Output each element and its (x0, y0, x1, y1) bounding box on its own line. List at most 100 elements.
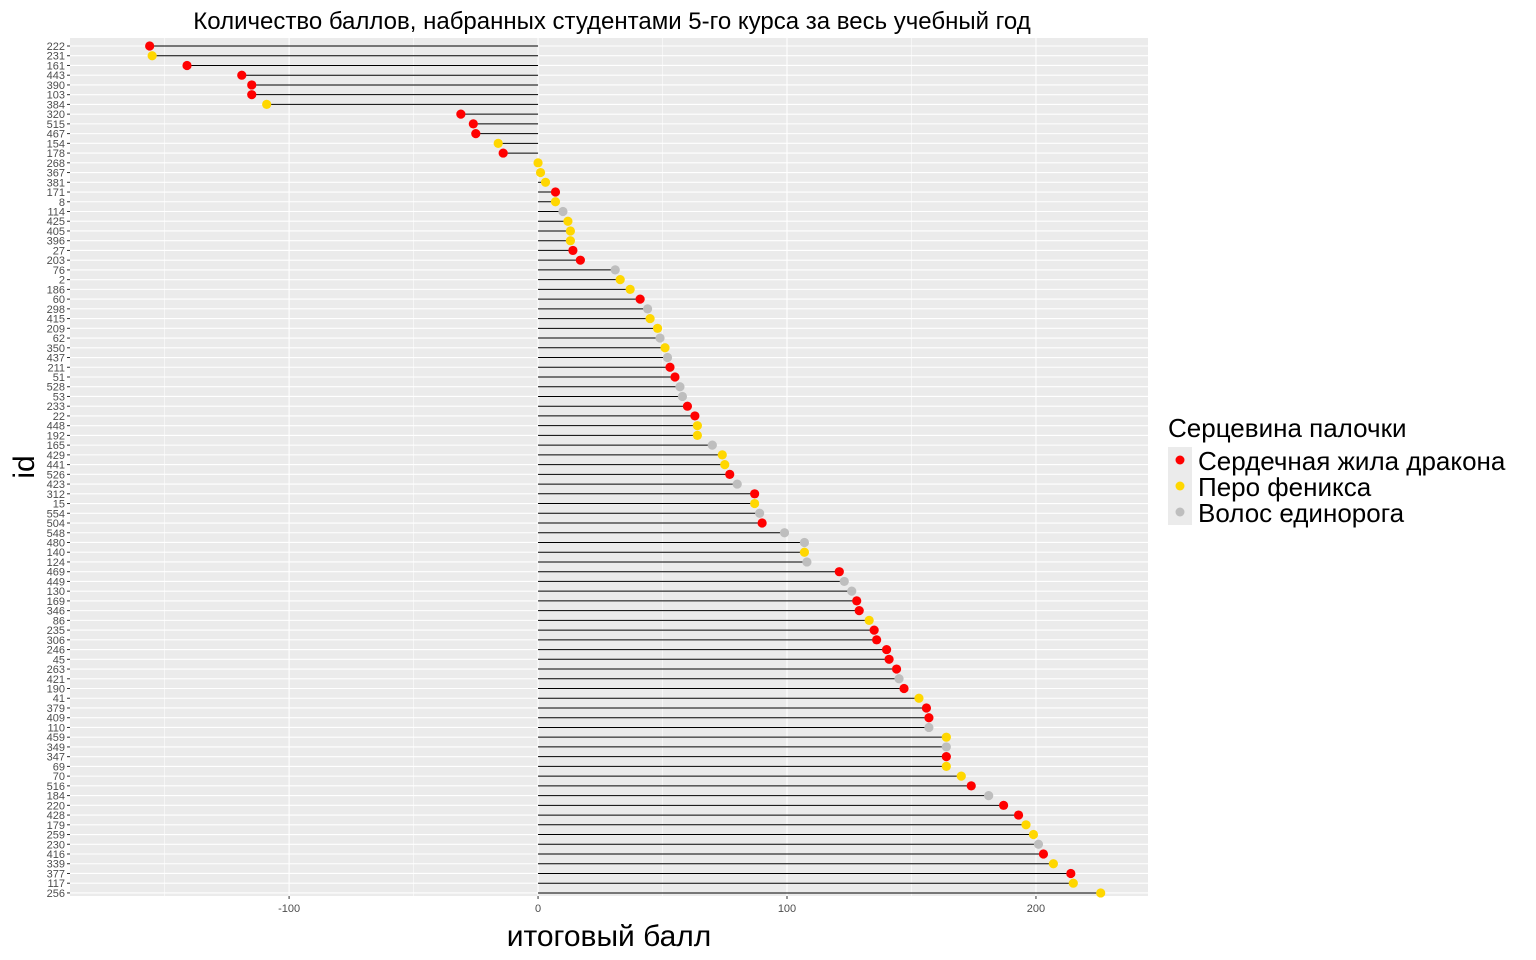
data-point-268 (533, 158, 543, 168)
y-tick-label-203: 203 (47, 255, 65, 267)
data-point-165 (707, 440, 717, 450)
data-point-179 (1021, 820, 1031, 830)
data-point-467 (471, 129, 481, 139)
data-point-69 (941, 761, 951, 771)
x-tick-label: 100 (778, 903, 796, 915)
data-point-27 (568, 245, 578, 256)
data-point-76 (610, 265, 620, 275)
y-tick-label-179: 179 (47, 820, 65, 832)
y-tick-label-381: 381 (47, 177, 65, 189)
y-tick-label-504: 504 (47, 518, 65, 530)
y-tick-label-548: 548 (47, 528, 65, 540)
data-point-554 (755, 508, 765, 518)
y-tick-label-186: 186 (47, 284, 65, 296)
y-tick-label-231: 231 (47, 51, 65, 63)
y-tick-label-437: 437 (47, 353, 65, 365)
y-tick-label-339: 339 (47, 859, 65, 871)
y-tick-label-220: 220 (47, 800, 65, 812)
data-point-190 (899, 683, 909, 694)
y-tick-label-459: 459 (47, 732, 65, 744)
data-point-220 (999, 800, 1009, 810)
data-point-263 (891, 664, 902, 674)
data-point-396 (565, 236, 576, 246)
data-point-526 (725, 469, 735, 479)
y-tick-label-192: 192 (47, 430, 65, 442)
data-point-347 (941, 752, 951, 762)
y-tick-label-222: 222 (47, 41, 65, 53)
y-tick-label-516: 516 (47, 781, 65, 793)
data-point-381 (540, 177, 551, 187)
legend-label-phoenix: Перо феникса (1198, 472, 1372, 502)
y-tick-label-69: 69 (53, 761, 65, 773)
data-point-469 (834, 567, 844, 577)
data-point-515 (468, 119, 478, 129)
y-tick-label-86: 86 (53, 615, 65, 627)
y-tick-label-190: 190 (47, 684, 65, 696)
y-tick-label-347: 347 (47, 752, 65, 764)
data-point-405 (565, 226, 576, 236)
data-point-320 (456, 109, 466, 119)
y-tick-label-312: 312 (47, 489, 65, 501)
legend-title: Серцевина палочки (1168, 413, 1406, 443)
data-point-346 (854, 606, 864, 616)
data-point-350 (660, 343, 670, 353)
y-tick-label-8: 8 (59, 197, 65, 209)
lollipop-stems (149, 45, 1101, 894)
data-point-161 (182, 60, 192, 71)
plot-panel (70, 38, 1148, 896)
data-point-415 (645, 313, 655, 324)
data-point-41 (914, 693, 924, 703)
data-point-379 (921, 703, 932, 713)
data-point-117 (1068, 878, 1078, 888)
y-tick-label-263: 263 (47, 664, 65, 676)
data-point-480 (799, 537, 810, 548)
y-tick-label-171: 171 (47, 187, 65, 199)
y-tick-label-346: 346 (47, 606, 65, 618)
data-point-178 (498, 148, 508, 158)
data-point-516 (966, 781, 976, 791)
data-point-367 (535, 167, 546, 178)
y-tick-label-379: 379 (47, 703, 65, 715)
data-point-390 (247, 80, 257, 90)
y-tick-label-515: 515 (47, 119, 65, 131)
data-point-2 (615, 275, 625, 285)
y-tick-label-211: 211 (47, 362, 65, 374)
y-tick-label-405: 405 (47, 226, 65, 238)
data-point-437 (662, 352, 673, 363)
y-tick-label-114: 114 (47, 206, 65, 218)
data-point-169 (852, 596, 862, 606)
data-point-62 (655, 333, 665, 343)
data-point-22 (690, 411, 700, 421)
data-point-421 (894, 674, 904, 684)
y-tick-label-169: 169 (47, 596, 65, 608)
y-tick-label-428: 428 (47, 810, 65, 822)
data-point-256 (1096, 888, 1106, 898)
lollipop-dots (145, 41, 1106, 898)
y-axis-ticks: 2222311614433901033843205154671541782683… (47, 41, 70, 900)
y-tick-label-165: 165 (47, 440, 65, 452)
legend-label-dragon: Сердечная жила дракона (1198, 446, 1506, 476)
y-tick-label-22: 22 (53, 411, 65, 423)
y-tick-label-246: 246 (47, 645, 65, 657)
y-tick-label-554: 554 (47, 508, 65, 520)
data-point-306 (872, 635, 882, 645)
data-point-8 (550, 197, 561, 207)
data-point-124 (802, 557, 812, 567)
data-point-377 (1066, 868, 1076, 879)
legend-key-unicorn (1175, 507, 1185, 517)
data-point-203 (575, 255, 585, 265)
y-tick-label-469: 469 (47, 567, 65, 579)
y-tick-label-130: 130 (47, 586, 65, 598)
y-tick-label-396: 396 (47, 236, 65, 248)
y-tick-label-27: 27 (53, 245, 65, 257)
legend-key-phoenix (1175, 481, 1185, 491)
y-tick-label-41: 41 (53, 693, 65, 705)
data-point-140 (799, 547, 810, 557)
data-point-51 (670, 372, 680, 382)
y-tick-label-259: 259 (47, 830, 65, 842)
y-tick-label-320: 320 (47, 109, 65, 121)
x-axis-ticks: -100 0 100 200 (278, 896, 1045, 915)
data-point-246 (881, 644, 892, 655)
data-point-349 (941, 742, 951, 752)
